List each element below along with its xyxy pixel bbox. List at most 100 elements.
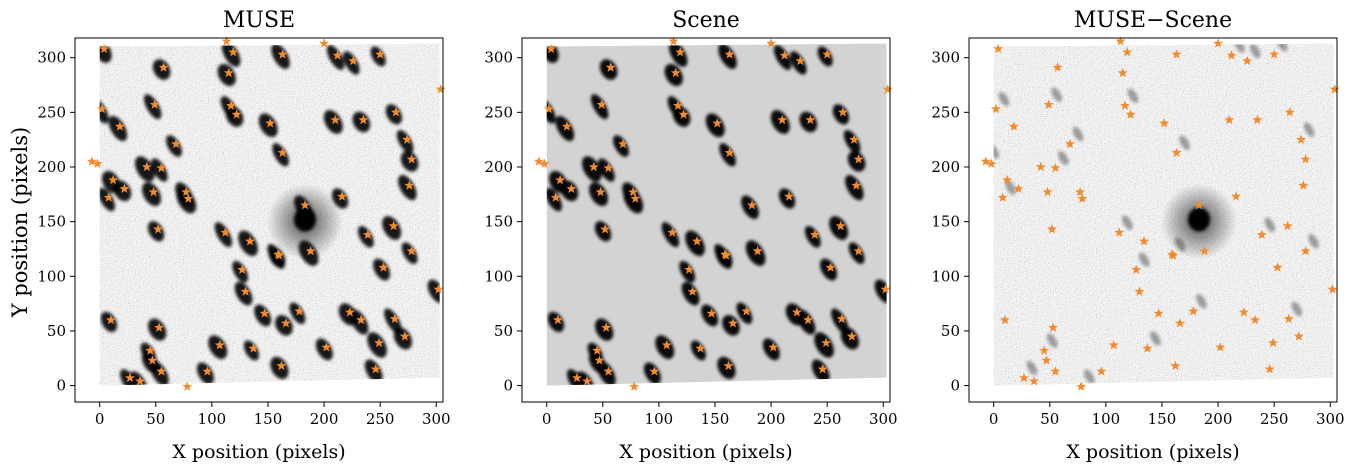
source-star [600,224,610,234]
source-star [712,118,723,128]
y-tick-label: 150 [37,213,66,231]
y-tick-label: 200 [931,158,960,176]
source-star [999,314,1010,325]
source-star [321,342,332,352]
source-star [1238,307,1249,317]
source-star [92,158,103,168]
source-star [220,227,231,237]
source-star [182,381,193,391]
source-star [1052,62,1063,72]
source-star [1117,67,1128,78]
source-star [566,183,577,194]
source-star [825,262,836,272]
source-star [1224,114,1235,125]
source-star [1075,186,1086,197]
source-star [370,364,381,374]
source-star [594,355,605,365]
source-star [214,339,225,350]
y-tick-label: 0 [503,377,513,395]
source-star [768,342,779,352]
source-star [851,180,862,190]
source-star [752,245,763,256]
x-tick-label: 200 [757,410,786,428]
panel-title: Scene [672,8,740,33]
image-resid [993,43,1334,386]
source-star [1283,313,1294,324]
source-markers [533,36,893,391]
source-star [99,43,110,54]
source-star [649,366,660,376]
source-star [588,161,599,172]
source-star [603,366,614,376]
source-star [108,174,119,185]
source-star [156,366,167,376]
source-star [435,84,446,94]
source-star [724,49,735,59]
source-star [181,186,192,197]
x-tick-label: 0 [95,410,105,428]
source-star [1171,49,1182,59]
source-star [1300,154,1311,164]
source-star [226,100,236,110]
source-star [727,318,738,328]
source-star [1300,245,1311,256]
source-star [555,174,566,185]
source-star [148,186,159,197]
source-star [629,381,640,391]
source-star [332,50,343,60]
source-star [158,62,169,72]
source-star [183,193,194,203]
image-muse [99,43,440,386]
source-star [741,306,752,316]
y-tick-label: 250 [37,103,66,121]
y-tick-label: 200 [37,158,66,176]
y-tick-label: 100 [37,267,66,285]
source-star [1114,227,1125,237]
source-star [723,360,734,371]
source-star [356,314,367,325]
source-star [1213,38,1224,48]
source-star [1125,109,1136,119]
source-star [348,55,359,66]
source-star [362,229,373,239]
figure-ylabel: Y position (pixels) [8,127,32,318]
source-star [1298,180,1309,190]
source-star [684,264,695,274]
source-star [276,360,287,371]
source-star [378,262,389,272]
source-star [114,121,125,131]
source-star [280,318,291,328]
source-star [156,162,167,173]
source-star [1065,138,1075,149]
source-star [1134,286,1145,296]
source-star [552,314,563,325]
source-star [1296,134,1307,144]
source-star [805,114,816,125]
source-star [1327,284,1338,294]
source-star [595,186,606,197]
source-star [1215,342,1226,352]
source-star [1329,84,1340,94]
source-star [980,156,991,166]
source-star [388,220,399,231]
y-tick-label: 300 [931,49,960,67]
source-star [668,36,679,46]
y-tick-label: 300 [37,49,66,67]
source-star [1268,337,1278,348]
source-star [1293,331,1304,341]
source-star [141,161,152,172]
source-star [1077,193,1088,203]
x-tick-label: 50 [593,410,612,428]
source-star [661,339,672,350]
source-star [550,192,561,202]
y-tick-label: 200 [484,158,513,176]
y-tick-label: 50 [494,322,513,340]
source-star [305,245,316,256]
source-star [1050,162,1061,173]
x-tick-label: 100 [198,410,227,428]
source-star [358,114,369,125]
x-tick-label: 100 [645,410,674,428]
source-star [228,47,239,57]
source-star [1250,314,1261,325]
source-star [1174,318,1185,328]
